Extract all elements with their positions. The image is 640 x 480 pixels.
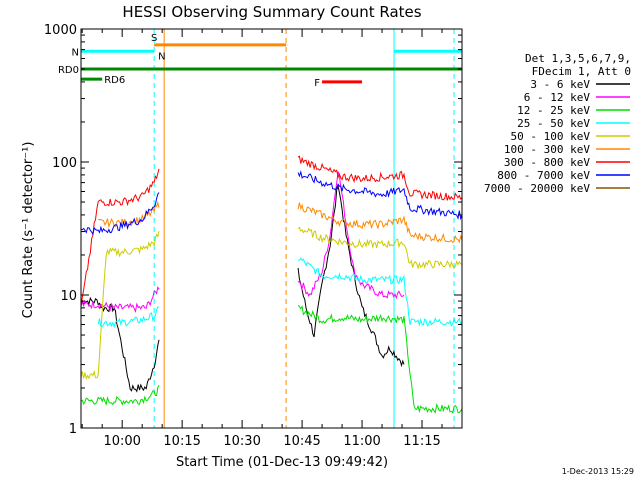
vertical-markers bbox=[153, 29, 455, 428]
flag-label: F bbox=[314, 78, 320, 89]
plot-frame bbox=[80, 28, 463, 429]
series-line bbox=[297, 226, 463, 270]
legend-label: 300 - 800 keV bbox=[504, 156, 590, 169]
flag-label-n: N bbox=[158, 51, 165, 62]
legend-header: Det 1,3,5,6,7,9, bbox=[525, 52, 631, 65]
x-tick-label: 10:30 bbox=[223, 434, 260, 449]
legend-label: 100 - 300 keV bbox=[504, 143, 590, 156]
series-line bbox=[80, 192, 160, 236]
series-line bbox=[297, 184, 405, 368]
y-tick-label: 10 bbox=[60, 289, 77, 304]
legend-label: 3 - 6 keV bbox=[530, 78, 590, 91]
legend-label: 50 - 100 keV bbox=[511, 130, 591, 143]
flag-label: N bbox=[72, 47, 79, 58]
series-line bbox=[297, 202, 463, 244]
legend: Det 1,3,5,6,7,9,FDecim 1, Att 03 - 6 keV… bbox=[484, 52, 631, 195]
series-line bbox=[80, 285, 160, 313]
series-line bbox=[80, 230, 160, 381]
flag-label: RD6 bbox=[104, 75, 125, 86]
series-line bbox=[97, 306, 160, 328]
y-tick-label: 1000 bbox=[44, 23, 77, 38]
chart-title: HESSI Observing Summary Count Rates bbox=[122, 3, 421, 21]
series-line bbox=[80, 296, 160, 393]
x-tick-label: 10:45 bbox=[283, 434, 320, 449]
y-tick-label: 1 bbox=[69, 422, 77, 437]
x-tick-label: 10:00 bbox=[103, 434, 140, 449]
series-line bbox=[80, 384, 160, 406]
legend-header: FDecim 1, Att 0 bbox=[532, 65, 631, 78]
y-axis: 1 10 100 1000 bbox=[44, 23, 462, 437]
legend-label: 6 - 12 keV bbox=[524, 91, 591, 104]
series-line bbox=[297, 155, 463, 201]
legend-label: 12 - 25 keV bbox=[517, 104, 590, 117]
legend-label: 25 - 50 keV bbox=[517, 117, 590, 130]
series-line bbox=[80, 168, 160, 308]
legend-label: 800 - 7000 keV bbox=[497, 169, 590, 182]
y-tick-label: 100 bbox=[52, 156, 77, 171]
x-axis: 10:00 10:15 10:30 10:45 11:00 11:15 bbox=[81, 29, 463, 449]
flag-label: S bbox=[151, 33, 157, 44]
series-layer bbox=[80, 155, 463, 414]
x-tick-label: 10:15 bbox=[163, 434, 200, 449]
x-axis-label: Start Time (01-Dec-13 09:49:42) bbox=[176, 455, 388, 470]
x-tick-label: 11:15 bbox=[403, 434, 440, 449]
y-axis-label: Count Rate (s⁻¹ detector⁻¹) bbox=[21, 142, 36, 319]
footer-stamp: 1-Dec-2013 15:29 bbox=[562, 467, 634, 476]
series-line bbox=[298, 257, 463, 327]
series-line bbox=[297, 304, 463, 414]
series-line bbox=[297, 170, 463, 221]
flag-label: RD0 bbox=[58, 65, 79, 76]
x-tick-label: 11:00 bbox=[343, 434, 380, 449]
legend-label: 7000 - 20000 keV bbox=[484, 182, 590, 195]
series-line bbox=[97, 200, 160, 229]
series-line bbox=[297, 171, 405, 300]
